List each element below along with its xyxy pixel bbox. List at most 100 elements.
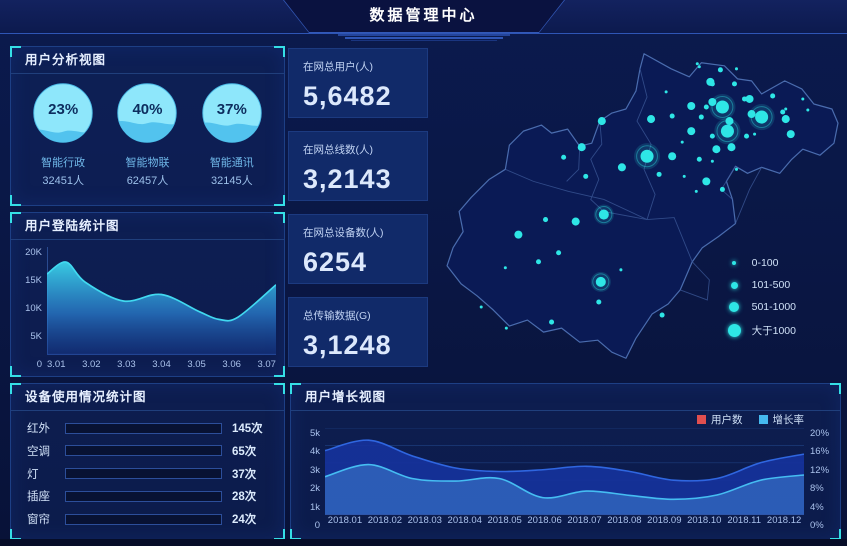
map-dot	[680, 140, 684, 144]
tick-label: 5k	[309, 428, 320, 439]
bar-value: 24次	[232, 514, 257, 526]
tick-label: 20%	[810, 428, 830, 439]
bar-track	[65, 490, 222, 502]
map-dot	[598, 209, 609, 220]
panel-title-login-stats: 用户登陆统计图	[11, 213, 284, 240]
legend-dot-icon	[727, 324, 741, 337]
map-dot	[755, 110, 769, 124]
legend-item-users[interactable]: 用户数	[697, 412, 743, 427]
bar-row-infrared: 红外 145次	[27, 420, 272, 436]
tick-label: 4%	[810, 501, 824, 513]
liquid-gauge-icon	[33, 83, 93, 143]
map-dot	[697, 65, 701, 69]
corner-bracket	[274, 195, 285, 206]
map-dots	[479, 62, 810, 330]
map-dot	[742, 96, 748, 102]
corner-bracket	[274, 366, 285, 377]
map-dot	[514, 230, 523, 239]
legend-dot-icon	[730, 281, 738, 289]
map-dot	[504, 326, 508, 330]
map-dot	[781, 115, 790, 124]
bar-label: 灯	[27, 468, 39, 481]
map-dot	[577, 143, 586, 152]
footer-strip	[0, 539, 847, 546]
map-dot	[640, 149, 654, 163]
legend-swatch-users	[697, 415, 706, 424]
device-bar-rows: 红外 145次 空调 65次 灯 37次 插座 28次 窗帘	[27, 420, 272, 527]
panel-device-usage: 设备使用情况统计图 红外 145次 空调 65次 灯 37次 插座 28次	[10, 383, 285, 540]
legend-item-growth-rate[interactable]: 增长率	[758, 412, 804, 427]
legend-swatch-growth-rate	[758, 415, 768, 424]
header-bar: 数据管理中心	[0, 0, 847, 34]
map-legend-item-3: 大于1000	[727, 323, 796, 338]
corner-bracket	[830, 383, 841, 394]
tick-label: 5K	[30, 331, 42, 342]
corner-bracket	[10, 195, 21, 206]
tick-label: 2018.04	[447, 515, 482, 526]
growth-line-path	[325, 463, 804, 501]
bar-label: 插座	[27, 491, 50, 504]
bar-row-curtain: 窗帘 24次	[27, 511, 272, 527]
title-block	[283, 0, 565, 33]
map-dot	[664, 90, 668, 94]
province-map	[446, 53, 839, 359]
stat-card-total-data: 总传输数据(G) 3,1248	[288, 297, 428, 367]
tick-label: 10K	[25, 303, 42, 314]
tick-label: 2k	[309, 483, 320, 495]
map-dot	[709, 133, 715, 139]
map-dot	[595, 276, 606, 287]
liquid-gauge-icon	[117, 83, 178, 143]
bar-value: 145次	[232, 423, 263, 435]
bar-value: 28次	[232, 491, 257, 504]
map-dot	[694, 189, 698, 193]
tick-label: 2018.05	[487, 515, 522, 526]
map-area: 0-100 101-500 501-1000 大于1000	[438, 46, 840, 368]
map-dot	[479, 305, 483, 309]
panel-user-analysis: 用户分析视图 23% 智能行政 32451人	[10, 46, 285, 206]
map-dot	[561, 154, 567, 160]
bar-label: 空调	[27, 445, 50, 458]
map-dot	[780, 109, 786, 115]
map-outline	[446, 53, 839, 359]
corner-bracket	[10, 383, 21, 394]
map-dot	[770, 93, 776, 99]
map-legend-item-1: 101-500	[727, 279, 796, 291]
tick-label: 15K	[25, 275, 42, 286]
map-dot	[745, 94, 754, 103]
tick-label: 2018.07	[567, 515, 602, 526]
panel-title-device-usage: 设备使用情况统计图	[11, 384, 284, 411]
tick-label: 3.04	[152, 359, 171, 370]
login-line-path	[47, 261, 276, 322]
corner-bracket	[274, 212, 285, 223]
tick-label: 2018.11	[727, 515, 761, 526]
stat-card-total-lines: 在网总线数(人) 3,2143	[288, 131, 428, 201]
stat-label: 在网总线数(人)	[303, 144, 373, 156]
map-dot	[720, 124, 734, 138]
panel-user-growth: 用户增长视图 用户数 增长率 5k 4k 3k 2k 1k 0	[290, 383, 841, 540]
map-dot	[596, 299, 602, 305]
tick-label: 2018.12	[766, 515, 802, 526]
map-dot	[669, 113, 675, 119]
tick-label: 2018.10	[687, 515, 722, 526]
gauge-smart-iot: 40% 智能物联 62457人	[107, 81, 187, 188]
map-dot	[786, 130, 795, 139]
tick-label: 1k	[309, 501, 320, 513]
map-dot	[747, 110, 756, 119]
map-dot	[571, 217, 580, 226]
stat-label: 在网总设备数(人)	[303, 227, 384, 239]
tick-label: 0	[314, 519, 320, 531]
map-borders	[505, 68, 763, 301]
map-dot	[617, 163, 626, 172]
map-dot	[535, 259, 542, 265]
map-dot	[503, 266, 507, 270]
stat-card-total-users: 在网总用户(人) 5,6482	[288, 48, 428, 118]
tick-label: 8%	[810, 483, 824, 495]
tick-label: 3.03	[117, 359, 136, 370]
map-legend-item-2: 501-1000	[727, 301, 796, 313]
map-dot	[549, 319, 555, 325]
map-dot	[698, 114, 704, 120]
map-legend: 0-100 101-500 501-1000 大于1000	[727, 247, 796, 338]
legend-dot-icon	[729, 302, 740, 312]
map-dot	[687, 101, 696, 111]
growth-area-path	[325, 464, 804, 515]
